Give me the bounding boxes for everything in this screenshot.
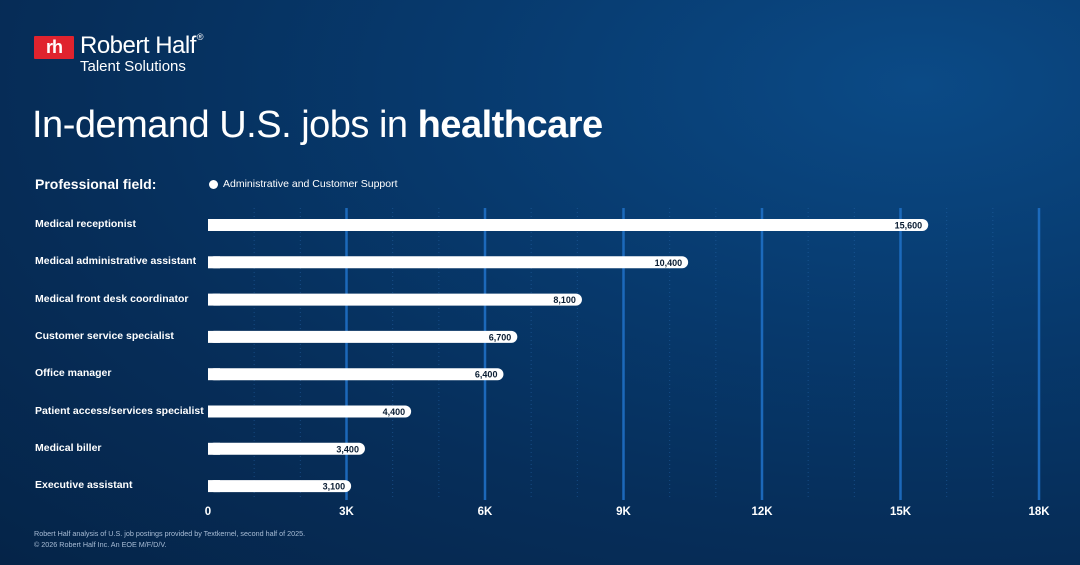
bar-base <box>208 219 220 231</box>
brand-subtitle: Talent Solutions <box>80 58 186 75</box>
bar-base <box>208 405 220 418</box>
bar <box>208 480 352 493</box>
bar-value-label: 15,600 <box>895 221 923 231</box>
bar <box>208 293 582 306</box>
bar <box>208 256 689 269</box>
bar <box>208 405 412 418</box>
bar <box>208 442 365 455</box>
category-label: Medical front desk coordinator <box>35 292 189 305</box>
legend: Administrative and Customer Support <box>209 178 398 190</box>
footnote-source: Robert Half analysis of U.S. job posting… <box>34 529 306 538</box>
bar <box>208 219 929 231</box>
bar-value-label: 6,400 <box>475 370 498 380</box>
brand-name: Robert Half® <box>80 32 204 59</box>
footnote-copyright: © 2026 Robert Half Inc. An EOE M/F/D/V. <box>34 540 167 549</box>
rh-logo-mark: rh <box>34 36 74 59</box>
category-label: Customer service specialist <box>35 329 174 342</box>
bar-base <box>208 293 220 306</box>
x-tick-label: 0 <box>205 506 211 518</box>
bar-value-label: 6,700 <box>489 332 512 342</box>
x-tick-label: 18K <box>1028 506 1050 518</box>
x-tick-label: 3K <box>339 506 354 518</box>
x-tick-label: 9K <box>616 506 631 518</box>
bar-base <box>208 442 220 455</box>
x-tick-label: 12K <box>751 506 773 518</box>
category-label: Patient access/services specialist <box>35 404 204 417</box>
bar-value-label: 10,400 <box>655 258 683 268</box>
bar <box>208 368 504 381</box>
bar <box>208 330 518 343</box>
bar-base <box>208 256 220 269</box>
legend-dot-icon <box>209 179 218 189</box>
legend-series-label: Administrative and Customer Support <box>223 178 398 190</box>
bar-base <box>208 330 220 343</box>
category-label: Medical receptionist <box>35 218 136 230</box>
bar-value-label: 8,100 <box>553 295 576 305</box>
bar-base <box>208 368 220 381</box>
category-label: Medical administrative assistant <box>35 255 197 268</box>
category-label: Executive assistant <box>35 479 133 492</box>
professional-field-label: Professional field: <box>35 176 157 192</box>
page-title: In-demand U.S. jobs in healthcare <box>32 104 603 146</box>
category-label: Office manager <box>35 367 112 380</box>
bar-value-label: 3,100 <box>323 482 346 492</box>
bar-base <box>208 480 220 493</box>
x-tick-label: 6K <box>478 506 493 518</box>
category-label: Medical biller <box>35 441 102 454</box>
bar-value-label: 3,400 <box>336 444 359 454</box>
bar-value-label: 4,400 <box>383 407 406 417</box>
x-tick-label: 15K <box>890 506 912 518</box>
